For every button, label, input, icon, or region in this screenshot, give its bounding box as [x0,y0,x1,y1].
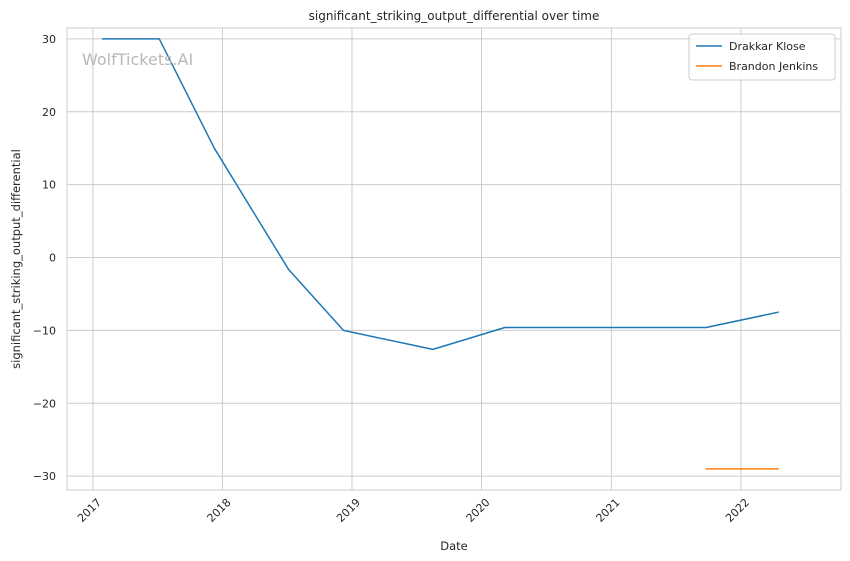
legend-label: Drakkar Klose [729,40,806,53]
plot-area: WolfTickets.AI [66,27,842,491]
y-tick-label: 10 [42,179,56,192]
series-lines [101,38,779,470]
y-tick-label: 0 [49,252,56,265]
y-tick-label: 20 [42,106,56,119]
y-tick-label: −20 [33,397,56,410]
y-axis-title: significant_striking_output_differential [9,149,23,369]
y-tick-label: −30 [33,470,56,483]
chart-title: significant_striking_output_differential… [309,9,600,23]
y-tick-label: 30 [42,33,56,46]
watermark-text: WolfTickets.AI [82,50,193,69]
grid-lines [67,28,841,490]
y-tick-label: −10 [33,324,56,337]
series-line-0 [101,38,779,351]
x-axis-title: Date [440,539,468,553]
y-axis-ticks: 30 20 10 0 −10 −20 −30 [33,33,56,483]
legend-label: Brandon Jenkins [729,60,818,73]
plot-frame [66,27,842,491]
legend: Drakkar Klose Brandon Jenkins [688,33,836,81]
legend-box [688,33,836,81]
